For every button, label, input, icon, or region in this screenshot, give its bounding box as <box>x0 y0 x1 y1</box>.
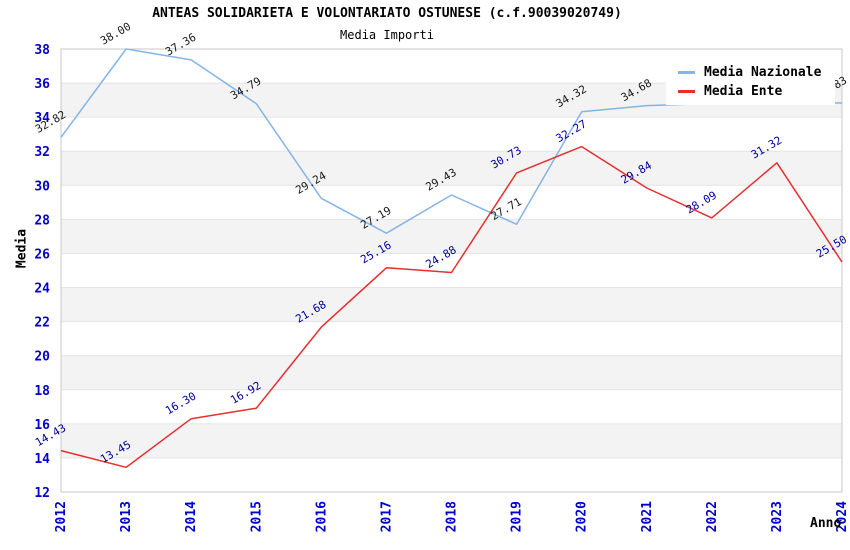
y-tick-label: 38 <box>34 43 50 58</box>
chart-subtitle: Media Importi <box>340 28 434 42</box>
grid-band <box>61 355 842 390</box>
x-tick-label: 2022 <box>705 501 720 532</box>
y-axis-title: Media <box>14 228 30 269</box>
y-tick-label: 12 <box>34 486 50 501</box>
data-label: 28.09 <box>684 189 719 217</box>
plot-border <box>60 48 843 493</box>
x-tick-label: 2019 <box>510 501 525 532</box>
y-tick-label: 24 <box>34 282 50 297</box>
legend-item-media-ente: Media Ente <box>678 84 821 99</box>
series-line-media-ente <box>60 145 843 469</box>
x-tick-label: 2014 <box>184 501 199 532</box>
x-tick-label: 2015 <box>249 501 264 532</box>
grid-band <box>61 151 842 186</box>
grid-band <box>61 287 842 322</box>
grid-band <box>61 423 842 458</box>
y-tick-label: 26 <box>34 247 50 262</box>
media-nazionale-line-swatch-icon <box>678 71 695 74</box>
grid-band <box>61 219 842 254</box>
x-axis-title: Anno <box>810 516 842 531</box>
data-label: 16.30 <box>163 390 198 418</box>
y-tick-label: 14 <box>34 452 50 467</box>
x-tick-label: 2024 <box>835 501 850 532</box>
x-tick-label: 2020 <box>575 501 590 532</box>
y-tick-label: 20 <box>34 350 50 365</box>
x-tick-label: 2018 <box>445 501 460 532</box>
y-tick-label: 32 <box>34 145 50 160</box>
y-tick-label: 36 <box>34 77 50 92</box>
y-tick-label: 34 <box>34 111 50 126</box>
legend-label: Media Ente <box>704 84 783 99</box>
x-tick-label: 2013 <box>119 501 134 532</box>
media-ente-line-swatch-icon <box>678 90 695 93</box>
legend-label: Media Nazionale <box>704 65 822 80</box>
x-tick-label: 2017 <box>379 501 394 532</box>
y-tick-label: 30 <box>34 179 50 194</box>
x-tick-label: 2012 <box>54 501 69 532</box>
y-tick-label: 28 <box>34 213 50 228</box>
chart-title: ANTEAS SOLIDARIETA E VOLONTARIATO OSTUNE… <box>152 6 622 21</box>
x-tick-label: 2021 <box>640 501 655 532</box>
data-label: 27.71 <box>489 195 524 223</box>
y-tick-label: 18 <box>34 384 50 399</box>
legend-item-media-nazionale: Media Nazionale <box>678 65 821 80</box>
x-tick-label: 2023 <box>770 501 785 532</box>
data-label: 32.27 <box>554 117 589 145</box>
y-tick-label: 22 <box>34 316 50 331</box>
chart-header: ANTEAS SOLIDARIETA E VOLONTARIATO OSTUNE… <box>0 6 774 42</box>
x-tick-label: 2016 <box>314 501 329 532</box>
legend: Media Nazionale Media Ente <box>666 60 836 105</box>
y-tick-label: 16 <box>34 418 50 433</box>
